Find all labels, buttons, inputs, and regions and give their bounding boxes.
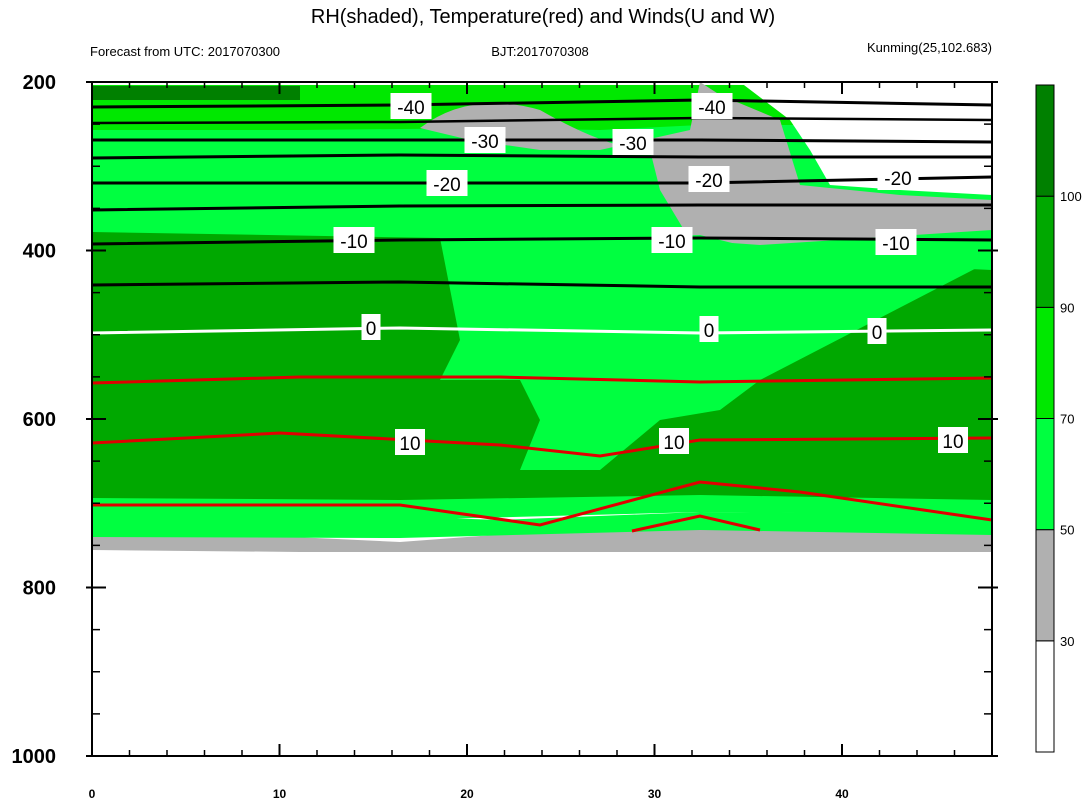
rh-gray-low xyxy=(92,528,992,552)
colorbar: 30 50 70 90 100 xyxy=(1035,84,1082,753)
contour-label: -20 xyxy=(877,164,919,190)
contour-label: -20 xyxy=(688,166,730,192)
contour-labels: -40 -40 -30 -30 -20 -20 -20 -10 -10 -10 0 0 0 10 10 10 xyxy=(333,93,968,455)
contour-label-text: -20 xyxy=(433,175,460,196)
contour-label-text: -20 xyxy=(884,169,911,190)
colorbar-swatch xyxy=(1035,84,1055,197)
isotherm-plus10 xyxy=(91,431,993,458)
x-tick-label: 10 xyxy=(273,787,287,801)
colorbar-swatch xyxy=(1035,195,1055,308)
subtitle-left: Forecast from UTC: 2017070300 xyxy=(90,44,280,59)
contour-label-text: 0 xyxy=(366,319,377,340)
contour-label: 10 xyxy=(395,429,425,455)
colorbar-tick-label: 70 xyxy=(1060,412,1074,427)
contour-label-text: 0 xyxy=(704,321,715,342)
contour-label-text: 10 xyxy=(399,434,420,455)
contour-label: -40 xyxy=(691,93,733,119)
contour-label-text: -40 xyxy=(698,98,725,119)
contours xyxy=(91,98,993,533)
colorbar-tick-label: 30 xyxy=(1060,634,1074,649)
colorbar-tick-label: 100 xyxy=(1060,189,1082,204)
x-axis: 0 10 20 30 40 xyxy=(89,82,993,801)
contour-label-text: -10 xyxy=(658,232,685,253)
isotherm-minus40b xyxy=(91,116,993,125)
isotherm-minus30 xyxy=(92,138,993,144)
colorbar-tick-label: 50 xyxy=(1060,523,1074,538)
contour-label: -10 xyxy=(333,227,375,253)
contour-label-text: -10 xyxy=(882,234,909,255)
subtitle-right: Kunming(25,102.683) xyxy=(867,40,992,55)
contour-label-text: 0 xyxy=(872,323,883,344)
contour-label: 0 xyxy=(361,314,381,340)
colorbar-swatch xyxy=(1035,529,1055,642)
x-tick-label: 20 xyxy=(460,787,474,801)
isotherm-minus10 xyxy=(91,236,993,246)
isotherm-minus20b xyxy=(91,203,992,212)
contour-label: 10 xyxy=(938,427,968,453)
contour-label: 0 xyxy=(867,318,887,344)
contour-label: -10 xyxy=(651,227,693,253)
contour-label-text: 10 xyxy=(942,432,963,453)
subtitle-center: BJT:2017070308 xyxy=(491,44,589,59)
rh-shading xyxy=(92,82,992,802)
y-tick-label: 400 xyxy=(23,241,56,263)
contour-label-text: 10 xyxy=(663,433,684,454)
contour-label: -30 xyxy=(464,127,506,153)
isotherm-zero xyxy=(91,326,993,335)
y-tick-label: 1000 xyxy=(12,746,57,768)
contour-label-text: -30 xyxy=(619,134,646,155)
colorbar-swatch xyxy=(1035,306,1055,420)
contour-label: -10 xyxy=(875,229,917,255)
isotherm-minus40 xyxy=(91,98,993,109)
isotherm-plus5 xyxy=(91,375,993,385)
x-tick-label: 40 xyxy=(835,787,849,801)
colorbar-swatch xyxy=(1035,640,1055,753)
contour-label-text: -10 xyxy=(340,232,367,253)
contour-label: 0 xyxy=(699,316,719,342)
isotherm-plus15 xyxy=(92,480,993,527)
x-tick-label: 0 xyxy=(89,787,96,801)
contour-label-text: -40 xyxy=(397,98,424,119)
isotherm-plus20 xyxy=(631,514,761,533)
rh-darkgreen-main xyxy=(92,232,992,500)
y-tick-label: 600 xyxy=(23,409,56,431)
colorbar-tick-label: 90 xyxy=(1060,300,1074,315)
isotherm-minus10b xyxy=(91,280,992,289)
isotherm-minus20 xyxy=(92,175,993,185)
rh-white-top xyxy=(740,82,992,195)
colorbar-swatch xyxy=(1035,418,1055,531)
contour-label: 10 xyxy=(659,428,689,454)
contour-label: -40 xyxy=(390,93,432,119)
contour-label-text: -30 xyxy=(471,132,498,153)
contour-label-text: -20 xyxy=(695,171,722,192)
contour-label: -30 xyxy=(612,129,654,155)
isotherm-minus30b xyxy=(91,153,992,160)
rh-darkest xyxy=(92,86,300,100)
chart-title: RH(shaded), Temperature(red) and Winds(U… xyxy=(311,6,775,28)
x-tick-label: 30 xyxy=(648,787,662,801)
contour-label: -20 xyxy=(426,170,468,196)
y-tick-label: 200 xyxy=(23,72,56,94)
y-tick-label: 800 xyxy=(23,578,56,600)
